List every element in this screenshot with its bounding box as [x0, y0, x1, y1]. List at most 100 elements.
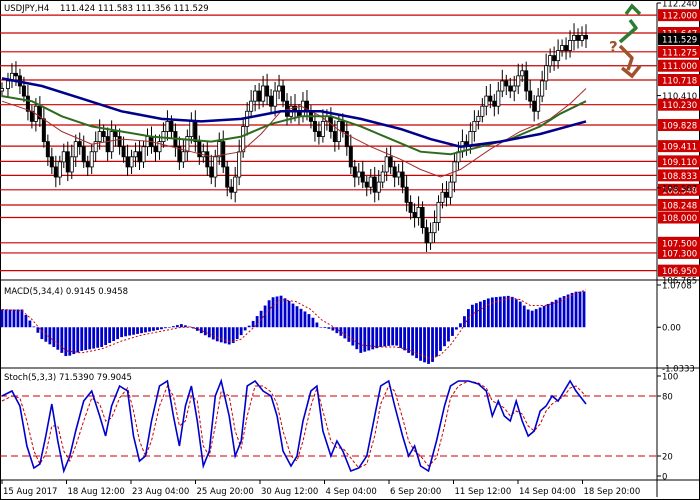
candle-body [476, 115, 481, 122]
candle-body [300, 100, 305, 117]
current-price-bg [658, 32, 700, 45]
macd-bar [502, 296, 506, 328]
macd-bar [8, 309, 12, 328]
up-arrowhead-icon [624, 3, 642, 16]
candle-body [360, 171, 365, 183]
price-tick-label: 106.765 [662, 277, 697, 287]
macd-bar [459, 323, 462, 328]
level-label: 109.411 [662, 143, 697, 153]
macd-bar [48, 327, 52, 345]
macd-bar [407, 327, 411, 353]
macd-bar [578, 291, 582, 328]
candle-body [141, 146, 146, 163]
candle-body [253, 90, 258, 102]
macd-bar [379, 327, 383, 347]
macd-bar [478, 301, 482, 328]
candle-body [0, 88, 4, 92]
macd-bar [132, 327, 135, 335]
macd-bar [526, 309, 530, 328]
macd-bar [387, 327, 391, 346]
candle-body [225, 166, 230, 188]
candle-body [512, 85, 517, 92]
macd-bar [510, 296, 514, 328]
level-label-bg [658, 198, 700, 211]
macd-bar [255, 316, 259, 328]
macd-bar [303, 311, 307, 328]
macd-bar [195, 327, 199, 331]
macd-bar [343, 327, 347, 339]
macd-bar [367, 327, 371, 351]
macd-bar [435, 327, 438, 357]
macd-bar [56, 327, 60, 350]
level-label: 111.275 [662, 48, 697, 58]
macd-bar [371, 327, 375, 350]
candle-body [488, 95, 493, 102]
candle-body [560, 45, 565, 51]
candle-body [57, 161, 62, 178]
candle-body [408, 201, 413, 213]
macd-bar [16, 309, 20, 328]
macd-bar [391, 327, 395, 346]
candle-body [344, 131, 349, 148]
current-price-label: 111.529 [662, 35, 697, 45]
candle-body [153, 146, 158, 153]
candle-body [440, 191, 445, 203]
forecast-arrows: ? [609, 3, 642, 79]
macd-bar [351, 327, 355, 346]
macd-bar [399, 327, 403, 348]
time-tick-label: 4 Sep 04:00 [326, 487, 377, 497]
candle-body [468, 131, 473, 148]
macd-bar [100, 327, 104, 347]
candle-body [157, 141, 162, 153]
macd-bar [104, 327, 108, 345]
macd-bar [574, 291, 578, 328]
macd-bar [518, 301, 522, 328]
time-tick-label: 11 Sep 12:00 [455, 487, 512, 497]
candle-body [420, 206, 425, 229]
question-mark-icon: ? [609, 38, 618, 56]
macd-bar [482, 300, 486, 328]
candle-body [233, 176, 238, 193]
time-tick-label: 15 Aug 2017 [3, 487, 57, 497]
macd-bar [327, 327, 331, 329]
level-label: 109.828 [662, 122, 697, 132]
macd-bar [203, 327, 207, 336]
candle-body [209, 166, 214, 178]
candle-body [316, 131, 321, 137]
macd-bar [411, 327, 414, 356]
macd-bar [474, 303, 478, 328]
macd-bar [76, 327, 80, 353]
macd-bar [108, 327, 112, 344]
macd-bar [299, 308, 303, 328]
level-label-bg [658, 9, 700, 22]
macd-bar [451, 327, 454, 336]
candle-body [205, 151, 210, 168]
candle-body [416, 206, 421, 218]
macd-bar [148, 327, 151, 332]
macd-bar [375, 327, 379, 349]
macd-bar [355, 327, 359, 350]
candle-body [77, 141, 82, 148]
candle-body [273, 90, 278, 107]
candle-body [552, 55, 557, 62]
macd-bar [279, 295, 283, 328]
level-label: 106.950 [662, 267, 697, 277]
level-label: 107.500 [662, 239, 697, 249]
candle-body [185, 136, 190, 153]
macd-bar [235, 327, 239, 340]
candle-body [177, 146, 182, 163]
ohlc-header: 111.424 111.583 111.356 111.529 [60, 4, 209, 14]
macd-bar [116, 327, 120, 340]
time-axis: 15 Aug 2017 18 Aug 12:00 23 Aug 04:00 25 Au… [1, 480, 640, 497]
macd-bar [179, 324, 183, 328]
macd-bar [52, 327, 56, 347]
macd-bar [80, 327, 84, 351]
candle-body [448, 181, 453, 198]
candle-body [520, 70, 525, 77]
macd-bar [223, 327, 227, 344]
candle-body [340, 120, 345, 132]
candle-body [45, 141, 50, 158]
macd-bar [419, 327, 422, 361]
candle-body [269, 95, 274, 107]
